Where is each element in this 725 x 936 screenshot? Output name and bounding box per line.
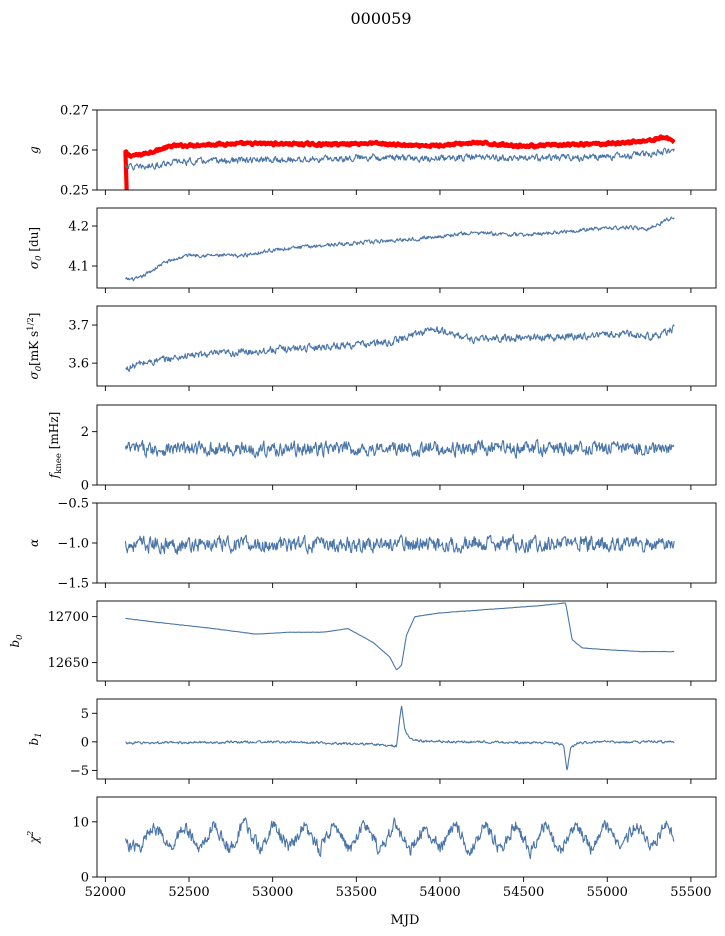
y-tick-label: 0.27 (60, 104, 89, 119)
panel-sigma0_du: 4.1 4.2 σ0 [du] (27, 207, 717, 293)
y-tick-label: 0 (81, 735, 89, 750)
y-axis-label: g (27, 146, 41, 154)
y-axis-label: σ0 [du] (27, 227, 44, 269)
y-tick-label: 10 (72, 815, 89, 830)
series-line (124, 817, 675, 860)
panel-sigma0_mk: 3.6 3.7 σ0[mK s1/2] (26, 305, 717, 391)
y-tick-label: 4.1 (68, 260, 89, 275)
axes-frame (96, 305, 717, 387)
axes-frame (96, 796, 717, 878)
y-tick-label: 3.7 (68, 319, 89, 334)
x-tick-label: 55500 (670, 885, 711, 900)
axes-frame (96, 600, 717, 682)
series-line (125, 602, 675, 671)
panel-alpha: −1.5 −1.0 −0.5 α (27, 497, 717, 592)
panels: 0.25 0.26 0.27 g 4.1 4.2 σ0 [du] 3.6 3.7 σ0[mK s1… (8, 104, 717, 900)
y-axis-label: b0 (8, 634, 25, 648)
x-tick-label: 53500 (336, 885, 377, 900)
y-axis-label: σ0[mK s1/2] (26, 313, 44, 380)
y-tick-label: 0 (81, 871, 89, 886)
x-tick-label: 54500 (503, 885, 544, 900)
y-tick-label: −1.0 (57, 537, 89, 552)
y-tick-label: −5 (70, 764, 89, 779)
y-tick-label: 12650 (48, 656, 89, 671)
axes-frame (96, 404, 717, 486)
y-tick-label: 3.6 (68, 357, 89, 372)
y-axis-label: α (27, 539, 41, 547)
series-line (124, 147, 675, 171)
y-axis-label: χ2 (26, 831, 41, 845)
y-tick-label: 0 (81, 479, 89, 494)
series-line (124, 533, 675, 555)
y-axis-label: fknee [mHz] (47, 412, 64, 479)
x-axis-label: MJD (391, 913, 420, 928)
axes-frame (96, 207, 717, 289)
panel-b1: −5 0 5 b1 (27, 698, 717, 784)
x-tick-label: 53000 (252, 885, 293, 900)
series-line (125, 705, 675, 771)
y-tick-label: 0.26 (60, 144, 89, 159)
panel-fknee: 0 2 fknee [mHz] (47, 404, 717, 494)
panel-chi2: 0 10 52000 52500 53000 53500 54000 54500 55000 55… (26, 796, 717, 900)
panel-g: 0.25 0.26 0.27 g (27, 104, 717, 199)
series-line (124, 439, 675, 459)
series-line (125, 216, 675, 282)
x-tick-label: 55000 (587, 885, 628, 900)
y-tick-label: 2 (81, 425, 89, 440)
x-tick-label: 54000 (419, 885, 460, 900)
figure-title: 000059 (350, 9, 411, 28)
y-axis-label: b1 (27, 732, 44, 745)
y-tick-label: −0.5 (57, 497, 89, 512)
series-line (125, 324, 675, 373)
y-tick-label: −1.5 (57, 577, 89, 592)
axes-frame (96, 109, 717, 191)
y-tick-label: 0.25 (60, 184, 89, 199)
panel-b0: 12650 12700 b0 (8, 600, 717, 686)
x-tick-label: 52000 (85, 885, 126, 900)
series-line (123, 134, 676, 190)
axes-frame (96, 698, 717, 780)
y-tick-label: 12700 (48, 610, 89, 625)
y-tick-label: 4.2 (68, 220, 89, 235)
x-tick-label: 52500 (168, 885, 209, 900)
y-tick-label: 5 (81, 707, 89, 722)
